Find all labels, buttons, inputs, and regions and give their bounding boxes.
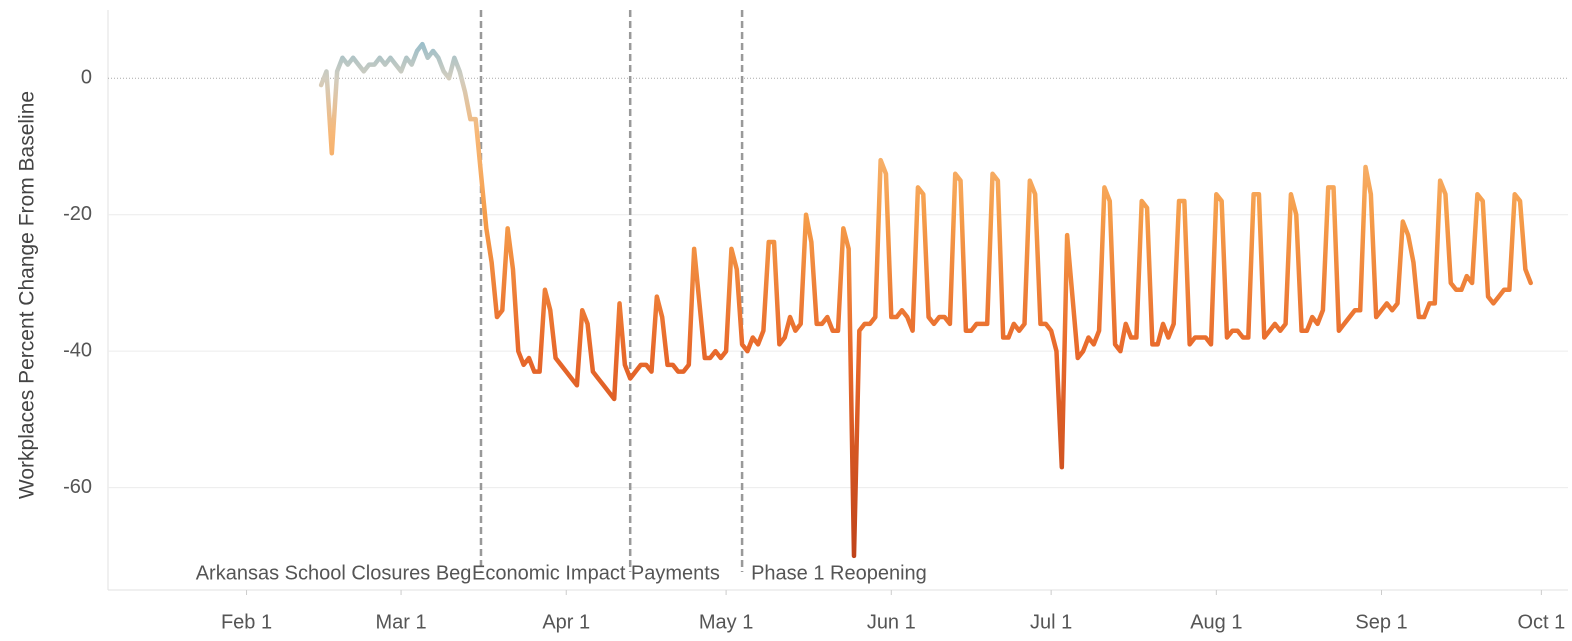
x-tick-label: Jun 1 (867, 611, 916, 633)
y-tick-label: -60 (63, 476, 92, 498)
x-tick-label: May 1 (699, 611, 753, 633)
x-tick-label: Mar 1 (376, 611, 427, 633)
data-line (318, 41, 1533, 559)
annotation-label: Phase 1 Reopening (751, 562, 927, 584)
y-axis-label: Workplaces Percent Change From Baseline (16, 91, 39, 499)
x-tick-label: Jul 1 (1030, 611, 1072, 633)
y-tick-label: 0 (81, 67, 92, 89)
y-tick-label: -20 (63, 203, 92, 225)
x-tick-label: Oct 1 (1517, 611, 1565, 633)
y-tick-label: -40 (63, 339, 92, 361)
x-tick-label: Aug 1 (1190, 611, 1242, 633)
annotation-label: Economic Impact Payments (472, 562, 720, 584)
annotation-label: Arkansas School Closures Begin (196, 562, 487, 584)
x-tick-label: Sep 1 (1355, 611, 1407, 633)
x-tick-label: Feb 1 (221, 611, 272, 633)
x-tick-label: Apr 1 (542, 611, 590, 633)
